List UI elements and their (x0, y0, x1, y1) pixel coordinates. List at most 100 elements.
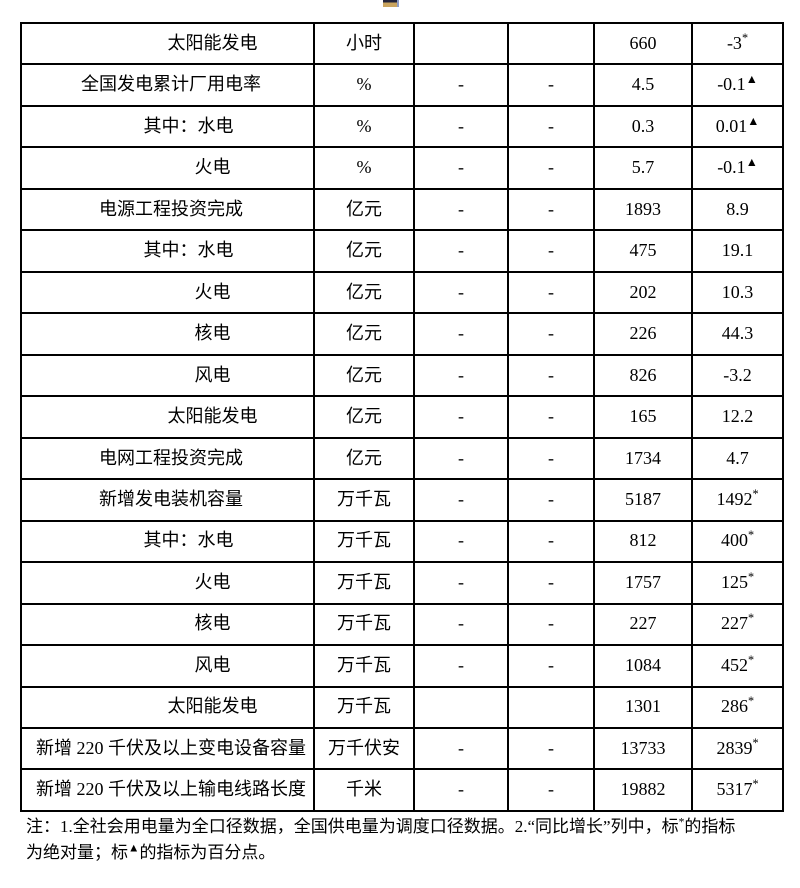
value-cell: 227 (593, 602, 693, 647)
dash-cell: - (507, 644, 595, 688)
indicator-cell: 风电 (20, 644, 315, 688)
dash-cell: - (507, 395, 595, 439)
dash-cell: - (413, 478, 509, 522)
dash-cell (507, 21, 595, 66)
table-row: 火电% - -5.7 -0.1▲ (20, 146, 784, 190)
growth-cell: 227* (691, 602, 784, 647)
growth-cell: 10.3 (691, 270, 784, 315)
dash-cell: - (507, 436, 595, 481)
footnote-line-1: 注：1.全社会用电量为全口径数据，全国供电量为调度口径数据。2.“同比增长”列中… (26, 815, 736, 836)
value-cell: 1757 (593, 561, 693, 605)
indicator-cell: 核电 (20, 312, 315, 356)
dash-cell: - (507, 270, 595, 315)
dash-cell: - (413, 104, 509, 149)
value-cell: 202 (593, 270, 693, 315)
unit-cell: 万千瓦 (313, 519, 415, 564)
page-number-fragment (383, 0, 399, 7)
value-cell: 5187 (593, 478, 693, 522)
dash-cell: - (507, 602, 595, 647)
table-row: 其中：水电 万千瓦 - -812 400* (20, 519, 784, 564)
unit-cell: 万千瓦 (313, 602, 415, 647)
table-row: 核电 万千瓦 - -227 227* (20, 602, 784, 647)
unit-cell: 亿元 (313, 353, 415, 398)
growth-cell: 2839* (691, 726, 784, 771)
table-row: 电源工程投资完成 亿元 - -1893 8.9 (20, 187, 784, 232)
unit-cell: 亿元 (313, 436, 415, 481)
table-row: 新增发电装机容量 万千瓦 - -5187 1492* (20, 478, 784, 522)
growth-cell: 125* (691, 561, 784, 605)
value-cell: 1734 (593, 436, 693, 481)
dash-cell: - (507, 229, 595, 273)
indicator-cell: 风电 (20, 353, 315, 398)
indicator-cell: 新增 220 千伏及以上变电设备容量 (20, 726, 315, 771)
unit-cell: 亿元 (313, 312, 415, 356)
table-row: 火电 亿元 - -202 10.3 (20, 270, 784, 315)
dash-cell: - (507, 353, 595, 398)
unit-cell: 亿元 (313, 270, 415, 315)
growth-cell: 8.9 (691, 187, 784, 232)
indicator-cell: 太阳能发电 (20, 395, 315, 439)
growth-cell: 19.1 (691, 229, 784, 273)
value-cell: 5.7 (593, 146, 693, 190)
indicator-cell: 核电 (20, 602, 315, 647)
value-cell: 19882 (593, 768, 693, 812)
value-cell: 660 (593, 21, 693, 66)
growth-cell: 5317* (691, 768, 784, 812)
growth-cell: 44.3 (691, 312, 784, 356)
unit-cell: 亿元 (313, 395, 415, 439)
table-row: 太阳能发电 小时 660 -3* (20, 21, 784, 66)
value-cell: 826 (593, 353, 693, 398)
table-row: 核电 亿元 - -226 44.3 (20, 312, 784, 356)
indicator-cell: 其中：水电 (20, 229, 315, 273)
dash-cell: - (507, 312, 595, 356)
growth-cell: -0.1▲ (691, 63, 784, 107)
growth-cell: 286* (691, 685, 784, 729)
indicator-cell: 太阳能发电 (20, 21, 315, 66)
unit-cell: 千米 (313, 768, 415, 812)
dash-cell: - (507, 187, 595, 232)
growth-cell: 1492* (691, 478, 784, 522)
dash-cell (413, 685, 509, 729)
table-row: 新增 220 千伏及以上输电线路长度 千米 - -19882 5317* (20, 768, 784, 812)
table-body: 太阳能发电 小时 660 -3* 全国发电累计厂用电率% - -4.5 -0.1▲ 其中：水电%… (20, 21, 784, 812)
value-cell: 1084 (593, 644, 693, 688)
unit-cell: 万千瓦 (313, 685, 415, 729)
table-row: 火电 万千瓦 - -1757 125* (20, 561, 784, 605)
dash-cell: - (507, 104, 595, 149)
table-row: 太阳能发电 万千瓦 1301 286* (20, 685, 784, 729)
value-cell: 475 (593, 229, 693, 273)
indicator-cell: 电网工程投资完成 (20, 436, 315, 481)
indicator-cell: 电源工程投资完成 (20, 187, 315, 232)
power-statistics-table: 太阳能发电 小时 660 -3* 全国发电累计厂用电率% - -4.5 -0.1▲ 其中：水电%… (20, 21, 784, 812)
footnote-line-2: 为绝对量；标▲的指标为百分点。 (26, 840, 276, 862)
table-row: 其中：水电 亿元 - -475 19.1 (20, 229, 784, 273)
indicator-cell: 太阳能发电 (20, 685, 315, 729)
growth-cell: 4.7 (691, 436, 784, 481)
table-row: 全国发电累计厂用电率% - -4.5 -0.1▲ (20, 63, 784, 107)
unit-cell: 万千瓦 (313, 644, 415, 688)
unit-cell: 小时 (313, 21, 415, 66)
value-cell: 13733 (593, 726, 693, 771)
dash-cell: - (413, 726, 509, 771)
dash-cell: - (507, 519, 595, 564)
dash-cell: - (413, 353, 509, 398)
dash-cell: - (507, 726, 595, 771)
growth-cell: -0.1▲ (691, 146, 784, 190)
value-cell: 4.5 (593, 63, 693, 107)
value-cell: 1893 (593, 187, 693, 232)
dash-cell: - (507, 561, 595, 605)
dash-cell: - (507, 146, 595, 190)
indicator-cell: 新增 220 千伏及以上输电线路长度 (20, 768, 315, 812)
table-row: 电网工程投资完成 亿元 - -1734 4.7 (20, 436, 784, 481)
unit-cell: % (313, 146, 415, 190)
dash-cell: - (413, 395, 509, 439)
growth-cell: 452* (691, 644, 784, 688)
value-cell: 165 (593, 395, 693, 439)
growth-cell: 400* (691, 519, 784, 564)
dash-cell (507, 685, 595, 729)
indicator-cell: 火电 (20, 270, 315, 315)
unit-cell: 亿元 (313, 187, 415, 232)
table-row: 其中：水电% - -0.3 0.01▲ (20, 104, 784, 149)
indicator-cell: 新增发电装机容量 (20, 478, 315, 522)
